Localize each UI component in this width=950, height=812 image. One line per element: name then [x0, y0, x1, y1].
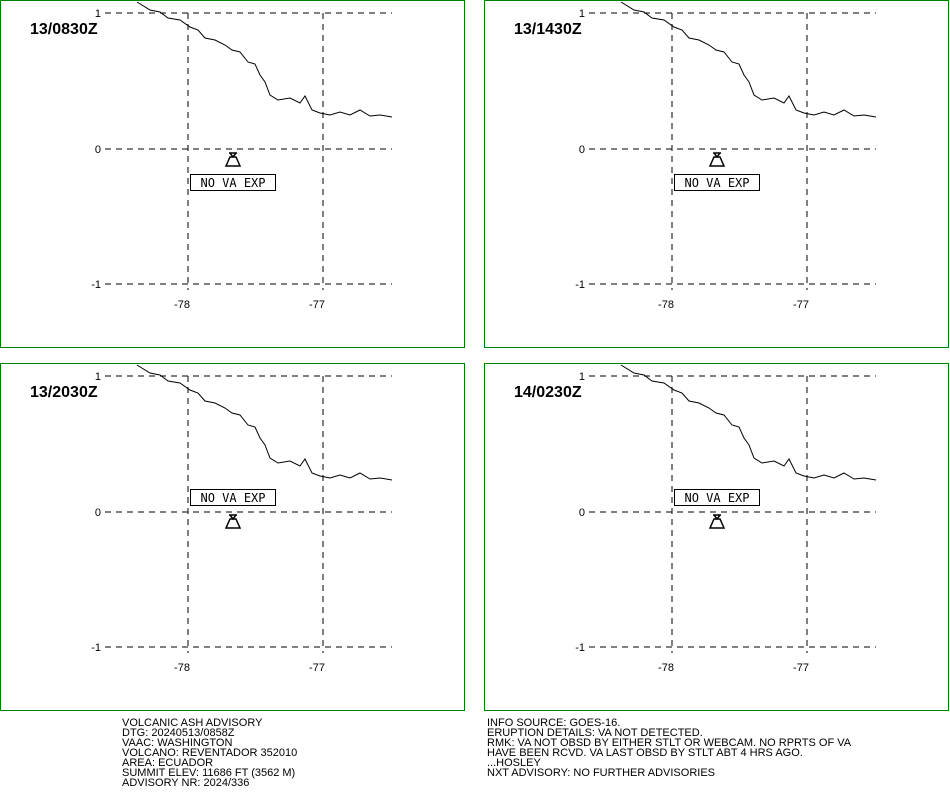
map-panel: 1 0 -1 -78 -77 13/2030Z NO VA EXP: [0, 363, 465, 711]
latitude-label: -1: [575, 642, 585, 654]
coastline: [620, 364, 877, 481]
volcano-plume: [229, 514, 237, 521]
advisory-line: RMK: VA NOT OBSD BY EITHER STLT OR WEBCA…: [487, 737, 852, 749]
volcano-symbol: [224, 152, 242, 167]
longitude-label: -78: [174, 299, 190, 311]
longitude-label: -77: [793, 299, 809, 311]
latitude-label: 0: [95, 507, 101, 519]
va-label: NO VA EXP: [200, 491, 265, 505]
longitude-label: -77: [309, 662, 325, 674]
valid-time: 13/1430Z: [514, 21, 582, 38]
label-box: [190, 489, 276, 506]
latitude-label: 1: [95, 8, 101, 20]
volcano-symbol: [708, 514, 726, 529]
latitude-label: -1: [575, 279, 585, 291]
volcano-plume: [713, 514, 721, 521]
longitude-label: -77: [793, 662, 809, 674]
volcano-plume: [713, 152, 721, 159]
volcano-symbol: [224, 514, 242, 529]
latitude-label: 1: [579, 371, 585, 383]
longitude-label: -78: [174, 662, 190, 674]
map-panel: 1 0 -1 -78 -77 13/0830Z NO VA EXP: [0, 0, 465, 348]
longitude-label: -77: [309, 299, 325, 311]
volcano-cone: [224, 156, 242, 167]
advisory-line: ...HOSLEY: [487, 757, 541, 769]
valid-time: 13/2030Z: [30, 384, 98, 401]
volcano-cone: [708, 518, 726, 529]
map-panel: 1 0 -1 -78 -77 13/1430Z NO VA EXP: [484, 0, 949, 348]
advisory-line: AREA: ECUADOR: [122, 757, 213, 769]
advisory-line: INFO SOURCE: GOES-16.: [487, 717, 620, 729]
va-label: NO VA EXP: [684, 491, 749, 505]
advisory-line: ERUPTION DETAILS: VA NOT DETECTED.: [487, 727, 703, 739]
coastline: [136, 364, 393, 481]
advisory-line: VAAC: WASHINGTON: [122, 737, 232, 749]
advisory-line: ADVISORY NR: 2024/336: [122, 777, 249, 789]
advisory-line: SUMMIT ELEV: 11686 FT (3562 M): [122, 767, 295, 779]
coastline: [620, 1, 877, 118]
volcano-cone: [708, 156, 726, 167]
latitude-label: -1: [91, 642, 101, 654]
volcano-plume: [229, 152, 237, 159]
volcano-cone: [224, 518, 242, 529]
map-panel: 1 0 -1 -78 -77 14/0230Z NO VA EXP: [484, 363, 949, 711]
label-box: [674, 174, 760, 191]
advisory-line: VOLCANO: REVENTADOR 352010: [122, 747, 297, 759]
panel-border: [484, 0, 949, 348]
va-label: NO VA EXP: [200, 176, 265, 190]
panel-border: [0, 363, 465, 711]
valid-time: 14/0230Z: [514, 384, 582, 401]
longitude-label: -78: [658, 299, 674, 311]
longitude-label: -78: [658, 662, 674, 674]
latitude-label: -1: [91, 279, 101, 291]
label-box: [674, 489, 760, 506]
volcano-symbol: [708, 152, 726, 167]
latitude-label: 1: [579, 8, 585, 20]
advisory-line: DTG: 20240513/0858Z: [122, 727, 235, 739]
latitude-label: 0: [95, 144, 101, 156]
advisory-line: NXT ADVISORY: NO FURTHER ADVISORIES: [487, 767, 715, 779]
latitude-label: 1: [95, 371, 101, 383]
latitude-label: 0: [579, 507, 585, 519]
advisory-line: VOLCANIC ASH ADVISORY: [122, 717, 263, 729]
panel-border: [484, 363, 949, 711]
valid-time: 13/0830Z: [30, 21, 98, 38]
va-label: NO VA EXP: [684, 176, 749, 190]
coastline: [136, 1, 393, 118]
label-box: [190, 174, 276, 191]
advisory-line: HAVE BEEN RCVD. VA LAST OBSD BY STLT ABT…: [487, 747, 803, 759]
latitude-label: 0: [579, 144, 585, 156]
panel-border: [0, 0, 465, 348]
